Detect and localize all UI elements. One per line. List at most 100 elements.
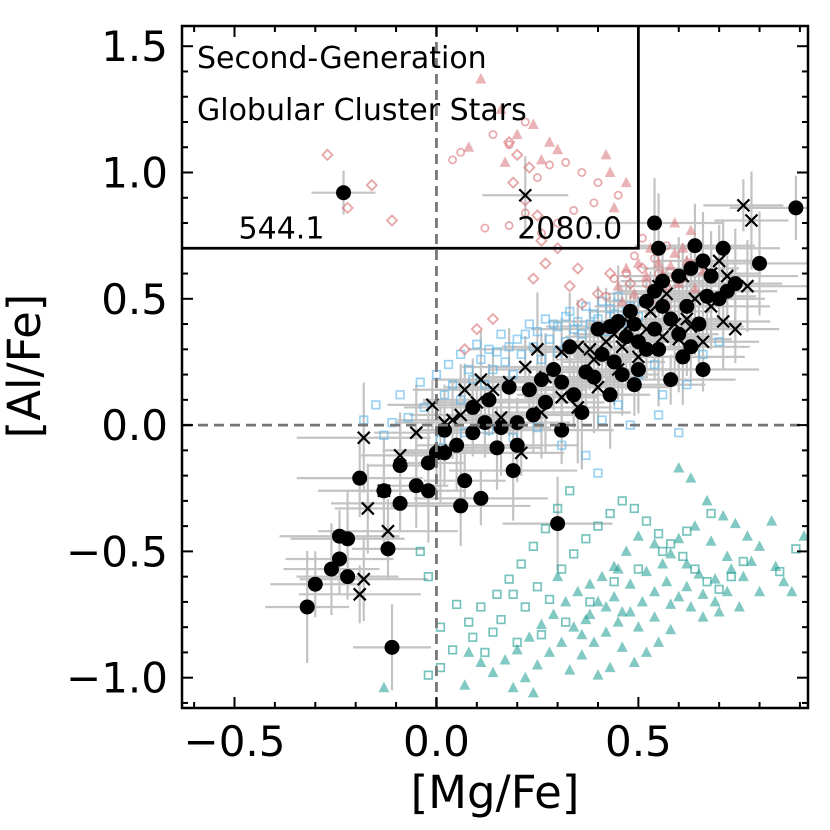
- data-point: [626, 316, 642, 332]
- data-point: [516, 349, 526, 360]
- data-point: [688, 292, 702, 306]
- data-point: [786, 585, 798, 597]
- y-tick-label: −1.0: [66, 654, 168, 703]
- data-point: [703, 268, 719, 284]
- region-boundary: [182, 26, 640, 250]
- data-point: [713, 606, 725, 617]
- data-point: [453, 498, 469, 514]
- data-point: [473, 490, 489, 506]
- data-point: [553, 218, 563, 228]
- data-point: [728, 322, 743, 336]
- data-point: [737, 570, 749, 582]
- data-point: [577, 168, 587, 178]
- data-point: [511, 643, 523, 655]
- data-point: [685, 472, 697, 483]
- data-point: [754, 540, 766, 551]
- data-point: [636, 595, 648, 607]
- data-point: [689, 520, 701, 531]
- data-point: [684, 319, 698, 334]
- data-point: [714, 337, 724, 347]
- data-point: [712, 254, 726, 268]
- data-point: [523, 631, 535, 642]
- data-point: [395, 390, 405, 400]
- data-point: [584, 578, 596, 589]
- data-point: [443, 359, 454, 370]
- data-point: [587, 352, 601, 367]
- data-point: [651, 240, 667, 256]
- data-point: [500, 357, 510, 367]
- data-point: [593, 521, 603, 531]
- data-point: [392, 458, 408, 474]
- data-point: [548, 608, 560, 620]
- data-point: [476, 602, 486, 612]
- data-point: [361, 501, 375, 516]
- data-point: [470, 395, 484, 410]
- data-point: [519, 671, 531, 683]
- data-point: [415, 546, 425, 557]
- data-point: [584, 608, 596, 620]
- data-point: [437, 415, 452, 430]
- data-point: [605, 508, 615, 519]
- data-point: [704, 266, 718, 281]
- data-point: [475, 73, 487, 84]
- data-point: [701, 494, 713, 506]
- data-point: [612, 563, 624, 574]
- data-point: [624, 606, 636, 617]
- data-point: [741, 530, 753, 541]
- data-point: [535, 618, 547, 630]
- data-point: [600, 626, 612, 637]
- data-point: [716, 314, 730, 329]
- data-point: [798, 530, 808, 541]
- data-point: [590, 321, 606, 337]
- y-tick-label: 1.5: [101, 22, 168, 71]
- x-axis-label: [Mg/Fe]: [411, 766, 580, 819]
- data-point: [499, 654, 511, 665]
- data-point: [521, 382, 537, 398]
- data-point: [448, 155, 458, 165]
- data-point: [495, 103, 507, 114]
- data-point: [508, 589, 518, 599]
- data-point: [550, 516, 566, 532]
- data-point: [571, 340, 585, 354]
- data-point: [456, 147, 466, 157]
- data-point: [740, 279, 755, 293]
- data-point: [571, 262, 585, 275]
- data-point: [470, 322, 484, 336]
- data-point: [449, 437, 465, 453]
- data-point: [514, 446, 529, 460]
- data-point: [733, 600, 745, 612]
- data-point: [457, 382, 472, 397]
- data-point: [615, 340, 629, 354]
- data-point: [576, 648, 588, 660]
- data-point: [766, 515, 778, 526]
- data-point: [459, 679, 471, 690]
- data-point: [677, 242, 689, 253]
- data-point: [385, 214, 399, 227]
- data-point: [681, 558, 693, 569]
- data-point: [600, 600, 612, 612]
- data-point: [604, 661, 616, 673]
- data-point: [352, 587, 367, 602]
- data-point: [403, 412, 413, 423]
- annotation-label: 2080.0: [517, 212, 622, 247]
- data-point: [651, 341, 667, 357]
- data-point: [537, 394, 553, 410]
- data-point: [788, 200, 804, 216]
- data-point: [419, 402, 429, 413]
- data-point: [639, 322, 654, 336]
- data-point: [447, 380, 458, 390]
- data-point: [616, 606, 628, 617]
- data-point: [631, 350, 646, 364]
- data-point: [492, 347, 502, 357]
- data-point: [673, 462, 685, 473]
- data-point: [602, 387, 618, 403]
- data-point: [640, 565, 652, 577]
- y-tick-label: 0.5: [101, 275, 168, 324]
- data-point: [504, 221, 514, 231]
- data-point: [475, 656, 487, 668]
- data-point: [507, 681, 519, 693]
- data-point: [499, 156, 511, 167]
- data-point: [341, 201, 354, 215]
- data-point: [488, 627, 498, 637]
- data-point: [472, 339, 482, 349]
